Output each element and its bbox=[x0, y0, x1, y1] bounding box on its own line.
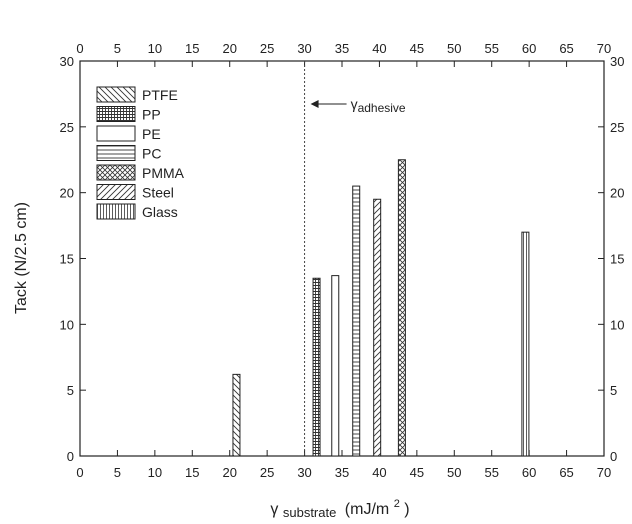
reference-label: γadhesive bbox=[351, 96, 406, 115]
x-tick-label-bottom: 0 bbox=[76, 465, 83, 480]
x-tick-label-top: 60 bbox=[522, 41, 536, 56]
x-tick-label-top: 20 bbox=[222, 41, 236, 56]
y-axis-title: Tack (N/2.5 cm) bbox=[13, 202, 30, 314]
x-tick-label-top: 25 bbox=[260, 41, 274, 56]
x-tick-label-top: 55 bbox=[484, 41, 498, 56]
legend-label-pe: PE bbox=[142, 126, 161, 142]
bar-glass bbox=[521, 231, 530, 457]
x-tick-label-bottom: 65 bbox=[559, 465, 573, 480]
legend-label-glass: Glass bbox=[142, 204, 178, 220]
y-tick-label-left: 15 bbox=[60, 252, 74, 267]
y-tick-label-right: 25 bbox=[610, 120, 624, 135]
legend-swatch-glass bbox=[96, 203, 136, 220]
bar-pmma bbox=[397, 159, 406, 457]
y-tick-label-left: 0 bbox=[67, 449, 74, 464]
legend-label-ptfe: PTFE bbox=[142, 87, 178, 103]
x-axis-title-close: ) bbox=[404, 501, 409, 518]
x-axis-title-unit: (mJ/m bbox=[345, 501, 389, 518]
y-tick-label-right: 15 bbox=[610, 252, 624, 267]
legend-swatch-pe bbox=[96, 125, 136, 142]
x-tick-label-top: 40 bbox=[372, 41, 386, 56]
x-tick-label-top: 70 bbox=[597, 41, 611, 56]
x-axis-title-superscript: 2 bbox=[394, 498, 400, 510]
x-tick-label-top: 15 bbox=[185, 41, 199, 56]
x-axis-title-symbol: γ bbox=[270, 501, 278, 518]
x-tick-label-top: 65 bbox=[559, 41, 573, 56]
x-tick-label-top: 10 bbox=[148, 41, 162, 56]
reference-label-symbol: γ bbox=[351, 96, 358, 112]
legend: PTFE PP PE PC PMMA Steel Glass bbox=[96, 86, 185, 220]
x-tick-label-bottom: 20 bbox=[222, 465, 236, 480]
legend-swatch-pp bbox=[96, 106, 136, 122]
x-tick-label-bottom: 15 bbox=[185, 465, 199, 480]
y-tick-label-left: 30 bbox=[60, 54, 74, 69]
y-tick-label-left: 5 bbox=[67, 383, 74, 398]
reference-line: γadhesive bbox=[304, 61, 406, 456]
y-tick-label-right: 0 bbox=[610, 449, 617, 464]
x-tick-label-bottom: 35 bbox=[335, 465, 349, 480]
x-tick-label-bottom: 40 bbox=[372, 465, 386, 480]
x-tick-label-bottom: 70 bbox=[597, 465, 611, 480]
legend-swatch-ptfe bbox=[96, 86, 136, 103]
x-tick-label-bottom: 25 bbox=[260, 465, 274, 480]
x-axis-title: γ substrate (mJ/m 2 ) bbox=[270, 494, 409, 521]
x-tick-label-top: 50 bbox=[447, 41, 461, 56]
x-tick-label-bottom: 10 bbox=[148, 465, 162, 480]
axis-ticks: 0055101015152020252530303535404045455050… bbox=[60, 41, 625, 480]
legend-swatch-pc bbox=[96, 145, 136, 161]
y-tick-label-right: 30 bbox=[610, 54, 624, 69]
bar-ptfe bbox=[232, 373, 241, 457]
y-tick-label-right: 20 bbox=[610, 186, 624, 201]
y-tick-label-right: 10 bbox=[610, 317, 624, 332]
x-tick-label-bottom: 5 bbox=[114, 465, 121, 480]
legend-label-pc: PC bbox=[142, 146, 161, 162]
bar-pp bbox=[312, 277, 321, 457]
reference-arrow-head bbox=[310, 100, 319, 108]
x-tick-label-bottom: 60 bbox=[522, 465, 536, 480]
bar-pc bbox=[352, 185, 361, 457]
legend-label-steel: Steel bbox=[142, 185, 174, 201]
x-tick-label-bottom: 30 bbox=[297, 465, 311, 480]
x-axis-title-subscript: substrate bbox=[283, 505, 336, 520]
y-tick-label-left: 25 bbox=[60, 120, 74, 135]
x-tick-label-bottom: 55 bbox=[484, 465, 498, 480]
x-tick-label-top: 45 bbox=[410, 41, 424, 56]
x-tick-label-bottom: 45 bbox=[410, 465, 424, 480]
y-tick-label-right: 5 bbox=[610, 383, 617, 398]
x-tick-label-top: 0 bbox=[76, 41, 83, 56]
legend-label-pmma: PMMA bbox=[142, 165, 185, 181]
x-tick-label-bottom: 50 bbox=[447, 465, 461, 480]
bars bbox=[232, 159, 530, 457]
legend-swatch-pmma bbox=[96, 164, 136, 181]
reference-label-subscript: adhesive bbox=[358, 101, 406, 115]
legend-swatch-steel bbox=[96, 184, 136, 200]
x-tick-label-top: 30 bbox=[297, 41, 311, 56]
y-tick-label-left: 20 bbox=[60, 186, 74, 201]
bar-pe bbox=[331, 275, 340, 457]
y-tick-label-left: 10 bbox=[60, 317, 74, 332]
x-tick-label-top: 5 bbox=[114, 41, 121, 56]
bar-steel bbox=[373, 198, 382, 457]
x-tick-label-top: 35 bbox=[335, 41, 349, 56]
legend-label-pp: PP bbox=[142, 107, 161, 123]
